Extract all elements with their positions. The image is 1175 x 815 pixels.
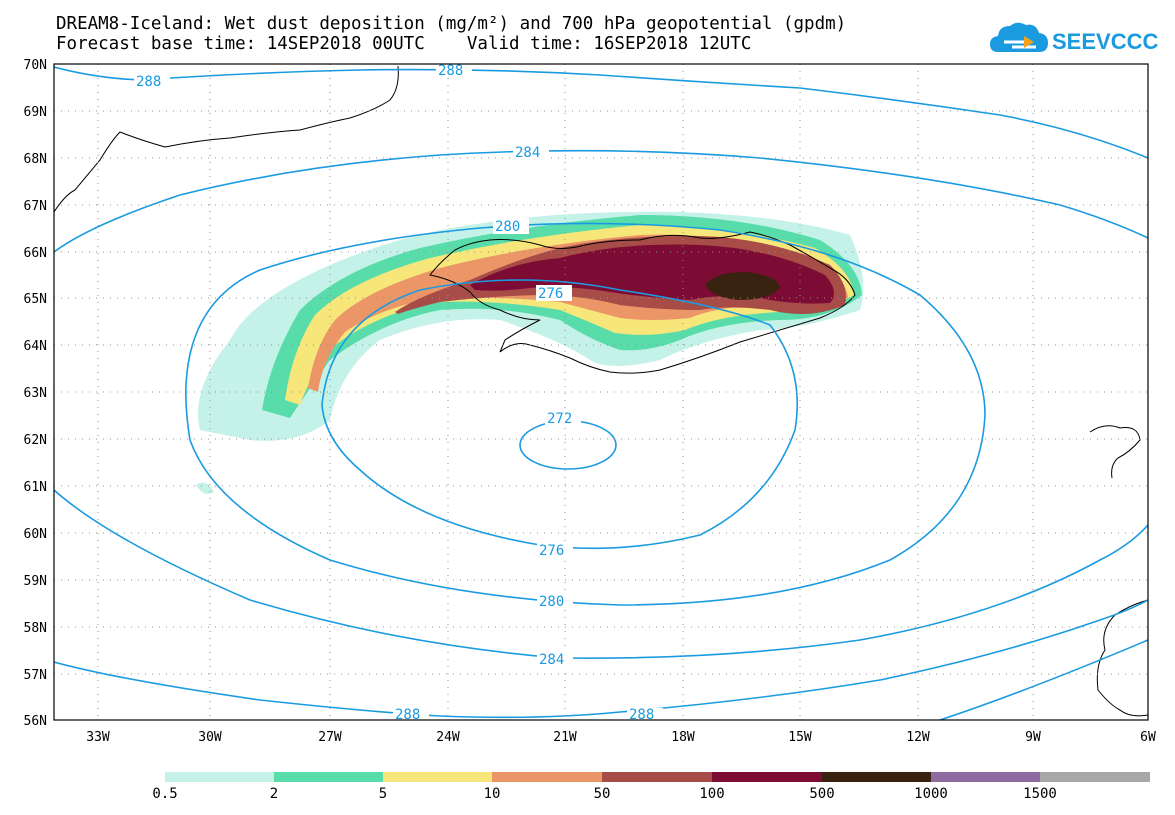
legend-label-1500: 1500 [1023,786,1057,802]
contour-288-lower [54,599,1148,719]
lat-label-62N: 62N [24,433,47,448]
lon-label-15W: 15W [788,730,812,745]
lat-label-64N: 64N [24,339,47,354]
legend-swatch-10-50 [492,772,602,782]
contour-280 [185,222,986,606]
dust-deposition-shading [196,211,864,494]
lat-label-60N: 60N [24,527,47,542]
legend-swatch-1500-plus [1040,772,1150,782]
map-title: DREAM8-Iceland: Wet dust deposition (mg/… [56,14,847,34]
lon-label-30W: 30W [198,730,222,745]
legend-swatch-2-5 [274,772,383,782]
legend-swatch-50-100 [602,772,712,782]
dust-level-500 [705,272,780,300]
lat-label-69N: 69N [24,105,47,120]
contour-label-280-top: 280 [495,219,520,235]
lon-label-6W: 6W [1140,730,1156,745]
seevccc-logo: SEEVCCC [990,22,1158,54]
dust-level-0.5-patch [196,482,214,494]
logo-text: SEEVCCC [1052,29,1158,54]
contour-label-284-bottom: 284 [539,652,564,668]
lon-label-24W: 24W [436,730,460,745]
contour-284 [54,149,1148,253]
contour-label-272: 272 [547,411,572,427]
lat-label-58N: 58N [24,621,47,636]
legend-label-1000: 1000 [914,786,948,802]
contour-label-288-left: 288 [136,74,161,90]
contour-label-288-bottom-right: 288 [629,707,654,723]
lon-label-27W: 27W [318,730,342,745]
map-frame [53,63,1149,721]
contour-284-lower [54,489,1148,659]
legend-swatch-500-1000 [822,772,931,782]
lat-label-70N: 70N [24,58,47,73]
contour-288 [54,66,1148,159]
graticule [54,64,1148,720]
contour-label-288-top: 288 [438,63,463,79]
legend-swatch-5-10 [383,772,492,782]
map-subtitle: Forecast base time: 14SEP2018 00UTC Vali… [56,34,752,54]
lat-label-67N: 67N [24,199,47,214]
legend-label-5: 5 [378,786,388,802]
contour-labels: 288 288 284 280 276 272 276 280 284 288 … [134,63,663,723]
lat-label-59N: 59N [24,574,47,589]
contour-276 [321,279,798,550]
lat-label-61N: 61N [24,480,47,495]
cloud-icon [990,22,1048,52]
legend-label-2: 2 [269,786,279,802]
legend-label-10: 10 [483,786,501,802]
lon-label-18W: 18W [671,730,695,745]
longitude-axis: 33W 30W 27W 24W 21W 18W 15W 12W 9W 6W [86,730,1156,745]
lat-label-57N: 57N [24,668,47,683]
lat-label-65N: 65N [24,292,47,307]
contour-label-276-bottom: 276 [539,543,564,559]
contour-label-280-bottom: 280 [539,594,564,610]
lon-label-21W: 21W [553,730,577,745]
legend-label-100: 100 [699,786,725,802]
legend-swatch-100-500 [712,772,822,782]
lon-label-9W: 9W [1025,730,1041,745]
lat-label-63N: 63N [24,386,47,401]
legend-swatch-0.5-2 [165,772,274,782]
iceland-coastline [429,231,856,374]
lon-label-33W: 33W [86,730,110,745]
greenland-coastline [54,65,399,213]
geopotential-contours [54,66,1148,720]
legend-label-0.5: 0.5 [152,786,178,802]
lat-label-68N: 68N [24,152,47,167]
lat-label-66N: 66N [24,246,47,261]
contour-label-284-top: 284 [515,145,540,161]
contour-288-corner [939,639,1148,720]
lat-label-56N: 56N [24,714,47,729]
plot-area: 288 288 284 280 276 272 276 280 284 288 … [54,63,1148,723]
contour-272 [519,420,617,470]
faroe-islands-coastline [1089,425,1141,479]
lon-label-12W: 12W [906,730,930,745]
legend-label-50: 50 [593,786,611,802]
contour-label-276-top: 276 [538,286,563,302]
latitude-axis: 70N 69N 68N 67N 66N 65N 64N 63N 62N 61N … [24,58,47,729]
legend-label-500: 500 [809,786,835,802]
contour-label-288-bottom-left: 288 [395,707,420,723]
legend-swatch-1000-1500 [931,772,1040,782]
